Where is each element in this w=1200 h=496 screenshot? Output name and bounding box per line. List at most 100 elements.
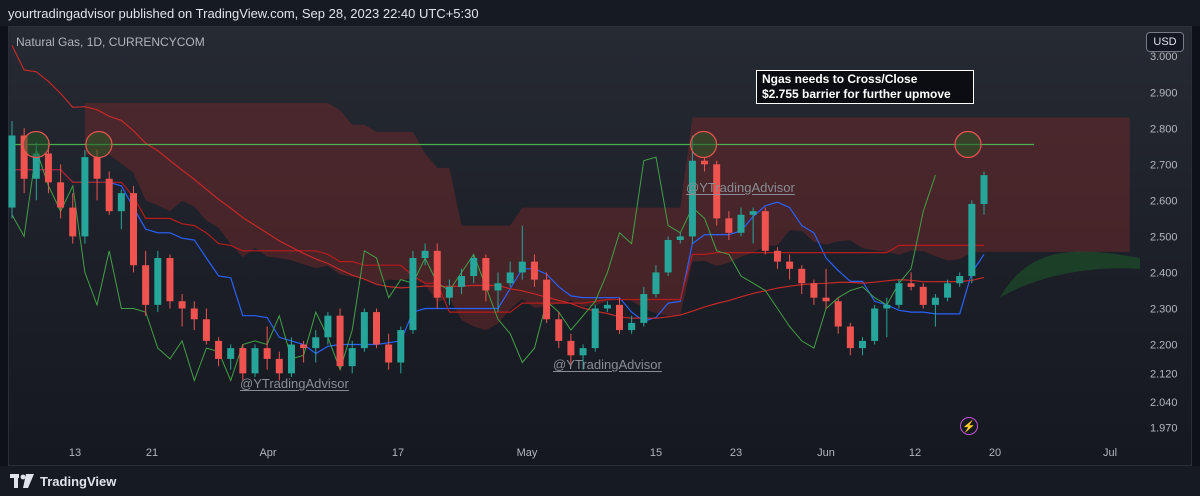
y-tick-label: 2.800 (1150, 123, 1178, 135)
candle (713, 160, 721, 226)
candle (8, 121, 16, 219)
tradingview-name: TradingView (40, 473, 117, 489)
candle (178, 294, 186, 327)
candle (69, 193, 77, 244)
candle (44, 142, 52, 194)
candle (530, 254, 538, 287)
candle (616, 297, 623, 334)
x-tick-label: Jul (1103, 447, 1117, 459)
candle (239, 344, 247, 381)
candle (336, 308, 344, 370)
y-tick-label: 2.200 (1150, 340, 1178, 352)
y-tick-label: 3.000 (1150, 51, 1178, 63)
candle (834, 297, 842, 334)
candle (846, 322, 854, 356)
candle (409, 250, 417, 334)
candle (956, 272, 964, 287)
candle (773, 247, 781, 269)
candle (907, 272, 915, 291)
y-tick-label: 2.900 (1150, 87, 1178, 99)
candle (652, 265, 660, 298)
watermark-3: @YTradingAdvisor (686, 180, 795, 195)
x-tick-label: 21 (146, 447, 158, 459)
candle (701, 157, 709, 172)
candle (518, 225, 526, 280)
y-tick-label: 2.400 (1150, 267, 1178, 279)
candle (227, 344, 235, 370)
candle (628, 315, 636, 334)
y-tick-label: 2.040 (1150, 397, 1178, 409)
candle (688, 135, 696, 244)
candle (81, 149, 89, 244)
x-tick-label: 13 (69, 447, 81, 459)
candle (798, 265, 806, 295)
y-tick-label: 1.970 (1150, 422, 1178, 434)
candle (664, 236, 672, 277)
candle (871, 304, 879, 345)
chikou-line (11, 149, 936, 383)
candle (543, 272, 551, 323)
candle (93, 149, 101, 201)
cloud-bearish (84, 103, 1130, 331)
candle (883, 297, 891, 338)
publisher-bar: yourtradingadvisor published on TradingV… (0, 0, 1200, 26)
barrier-marker (954, 130, 982, 159)
candle (640, 286, 648, 327)
barrier-marker (22, 130, 50, 159)
ichimoku-cloud (84, 103, 1140, 331)
time-axis[interactable]: 13 21 Apr 17 May 15 23 Jun 12 20 Jul (69, 447, 1117, 459)
candle (275, 351, 283, 381)
tradingview-logo-icon (10, 474, 34, 488)
x-tick-label: 15 (650, 447, 662, 459)
candle (263, 326, 271, 370)
y-tick-label: 2.700 (1150, 159, 1178, 171)
candle (603, 301, 611, 313)
x-tick-label: Jun (817, 447, 835, 459)
x-tick-label: 23 (730, 447, 742, 459)
candle (287, 337, 295, 377)
candle (385, 333, 393, 370)
footer-bar: TradingView (0, 466, 1200, 496)
candle (190, 301, 198, 331)
price-axis[interactable]: 1.970 2.040 2.120 2.200 2.300 2.400 2.500 2.600… (1150, 51, 1178, 434)
candle (555, 312, 563, 349)
candle (445, 279, 453, 305)
currency-button[interactable]: USD (1146, 32, 1184, 52)
price-chart[interactable]: 1.970 2.040 2.120 2.200 2.300 2.400 2.500 2.600… (0, 0, 1200, 466)
candle (591, 304, 599, 352)
x-tick-label: 12 (909, 447, 921, 459)
candle (931, 294, 939, 327)
candle (142, 250, 150, 316)
candle (725, 211, 733, 240)
y-tick-label: 2.500 (1150, 231, 1178, 243)
y-tick-label: 2.300 (1150, 303, 1178, 315)
cloud-bullish (1000, 251, 1140, 298)
watermark-2: @YTradingAdvisor (553, 357, 662, 372)
kijun-line (12, 169, 984, 313)
candle (348, 340, 356, 374)
candle (166, 254, 174, 309)
lightning-icon[interactable]: ⚡ (960, 417, 978, 435)
tradingview-logo[interactable]: TradingView (10, 474, 116, 489)
candle (300, 340, 308, 363)
candle (397, 326, 405, 374)
candle (919, 283, 927, 309)
x-tick-label: May (517, 447, 538, 459)
annotation-line-1: Ngas needs to Cross/Close (762, 72, 918, 86)
barrier-marker (85, 130, 113, 159)
candle (251, 344, 259, 377)
candle (482, 254, 490, 302)
candle (470, 254, 478, 284)
barrier-marker (689, 130, 718, 159)
chart-pane[interactable] (8, 26, 1192, 466)
candle (737, 207, 745, 237)
candle (154, 250, 162, 313)
candle (105, 171, 113, 215)
candle (968, 200, 976, 284)
annotation-box[interactable]: Ngas needs to Cross/Close $2.755 barrier… (756, 70, 974, 104)
candle (494, 272, 502, 313)
candle (859, 337, 866, 356)
candle (117, 189, 125, 230)
candle (810, 279, 818, 305)
candle (373, 308, 380, 349)
